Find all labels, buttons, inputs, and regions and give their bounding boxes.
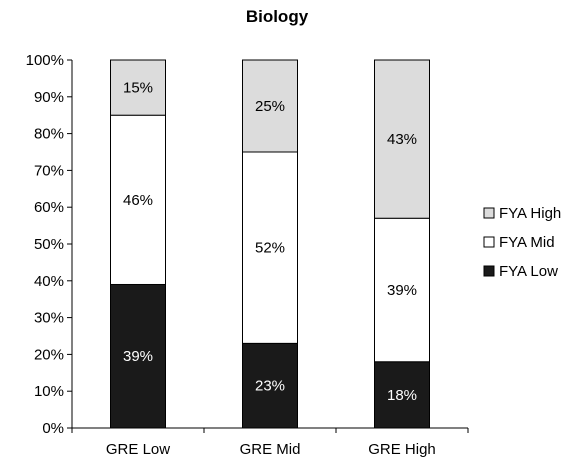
legend-swatch (483, 207, 495, 219)
data-label: 46% (123, 192, 153, 209)
bar-segment (110, 114, 166, 285)
data-label: 18% (387, 387, 417, 404)
y-tick-label: 0% (42, 420, 64, 437)
legend-swatch (483, 265, 495, 277)
y-tick-label: 30% (34, 310, 64, 327)
y-tick-label: 40% (34, 273, 64, 290)
data-label: 25% (255, 98, 285, 115)
y-tick-label: 100% (26, 52, 64, 69)
x-tick-label: GRE Low (106, 441, 170, 458)
bars: 39% 46% 15% 23% 52% 25% 18% 39% 43% (110, 59, 430, 429)
data-label: 15% (123, 80, 153, 97)
legend-swatch (483, 236, 495, 248)
legend-label: FYA Low (499, 263, 558, 280)
y-tick-label: 70% (34, 162, 64, 179)
bar-segment (242, 59, 298, 153)
y-tick-label: 80% (34, 126, 64, 143)
x-tick-label: GRE High (368, 441, 436, 458)
bar-segment (242, 342, 298, 429)
legend-label: FYA High (499, 205, 561, 222)
bar-segment (242, 151, 298, 344)
bar-segment (374, 59, 430, 219)
chart-title: Biology (246, 7, 309, 26)
bar-segment (110, 59, 166, 116)
bar-segment (110, 283, 166, 429)
data-label: 39% (123, 348, 153, 365)
y-axis: 0% 10% 20% 30% 40% 50% 60% 70% 80% 90% 100% (26, 52, 73, 437)
data-label: 39% (387, 282, 417, 299)
y-tick-label: 50% (34, 236, 64, 253)
x-axis: GRE Low GRE Mid GRE High (71, 427, 469, 458)
x-tick-label: GRE Mid (240, 441, 301, 458)
data-label: 52% (255, 240, 285, 257)
y-tick-label: 60% (34, 199, 64, 216)
legend: FYA High FYA Mid FYA Low (483, 205, 561, 280)
data-label: 23% (255, 378, 285, 395)
bar-segment (374, 217, 430, 363)
y-tick-label: 90% (34, 89, 64, 106)
data-label: 43% (387, 131, 417, 148)
y-tick-label: 20% (34, 346, 64, 363)
legend-label: FYA Mid (499, 234, 555, 251)
y-tick-label: 10% (34, 383, 64, 400)
